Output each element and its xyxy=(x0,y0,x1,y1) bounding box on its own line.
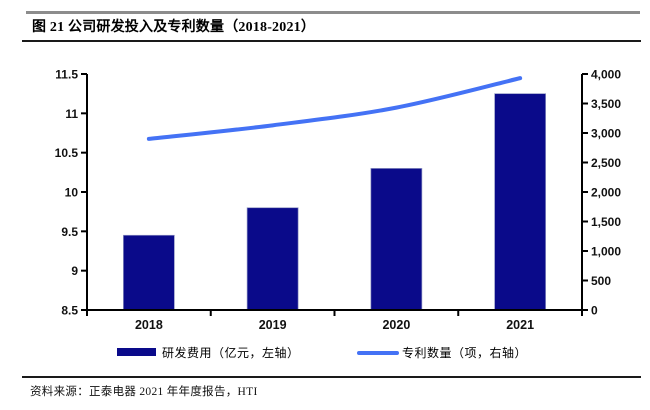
right-tick-label: 3,500 xyxy=(591,97,621,111)
right-tick-label: 2,500 xyxy=(591,156,621,170)
right-tick-label: 500 xyxy=(591,274,611,288)
bar-series-swatch-icon xyxy=(117,348,156,356)
left-tick-label: 9 xyxy=(71,264,78,278)
left-tick-label: 10.5 xyxy=(55,146,79,160)
left-tick-label: 10 xyxy=(65,186,79,200)
bar-2018 xyxy=(123,234,175,311)
title-divider xyxy=(22,40,641,42)
chart-title: 图 21 公司研发投入及专利数量（2018-2021） xyxy=(32,20,316,35)
left-tick-label: 11.5 xyxy=(55,68,78,82)
right-tick-label: 3,000 xyxy=(591,127,621,141)
footer-divider xyxy=(22,376,641,378)
right-tick-label: 4,000 xyxy=(591,68,621,82)
left-tick-label: 9.5 xyxy=(61,225,78,239)
bar-2019 xyxy=(246,207,299,311)
bar-2021 xyxy=(494,93,546,311)
left-tick-label: 8.5 xyxy=(61,304,78,318)
x-axis-label: 2021 xyxy=(506,318,534,332)
right-tick-label: 1,500 xyxy=(591,215,621,229)
bar-2020 xyxy=(370,168,423,311)
source-note: 资料来源：正泰电器 2021 年年度报告，HTI xyxy=(30,386,258,398)
bar-series-legend-label: 研发费用（亿元，左轴） xyxy=(162,346,300,360)
line-series-swatch-icon xyxy=(357,351,399,355)
right-tick-label: 2,000 xyxy=(591,186,621,200)
x-axis-label: 2018 xyxy=(135,318,163,332)
line-series-legend-label: 专利数量（项，右轴） xyxy=(402,346,528,360)
left-tick-label: 11 xyxy=(65,107,78,121)
top-divider xyxy=(26,11,640,14)
patent-count-line xyxy=(146,76,523,141)
x-axis-label: 2019 xyxy=(259,318,287,332)
x-axis-label: 2020 xyxy=(382,318,410,332)
right-tick-label: 1,000 xyxy=(591,245,621,259)
right-tick-label: 0 xyxy=(591,304,598,318)
